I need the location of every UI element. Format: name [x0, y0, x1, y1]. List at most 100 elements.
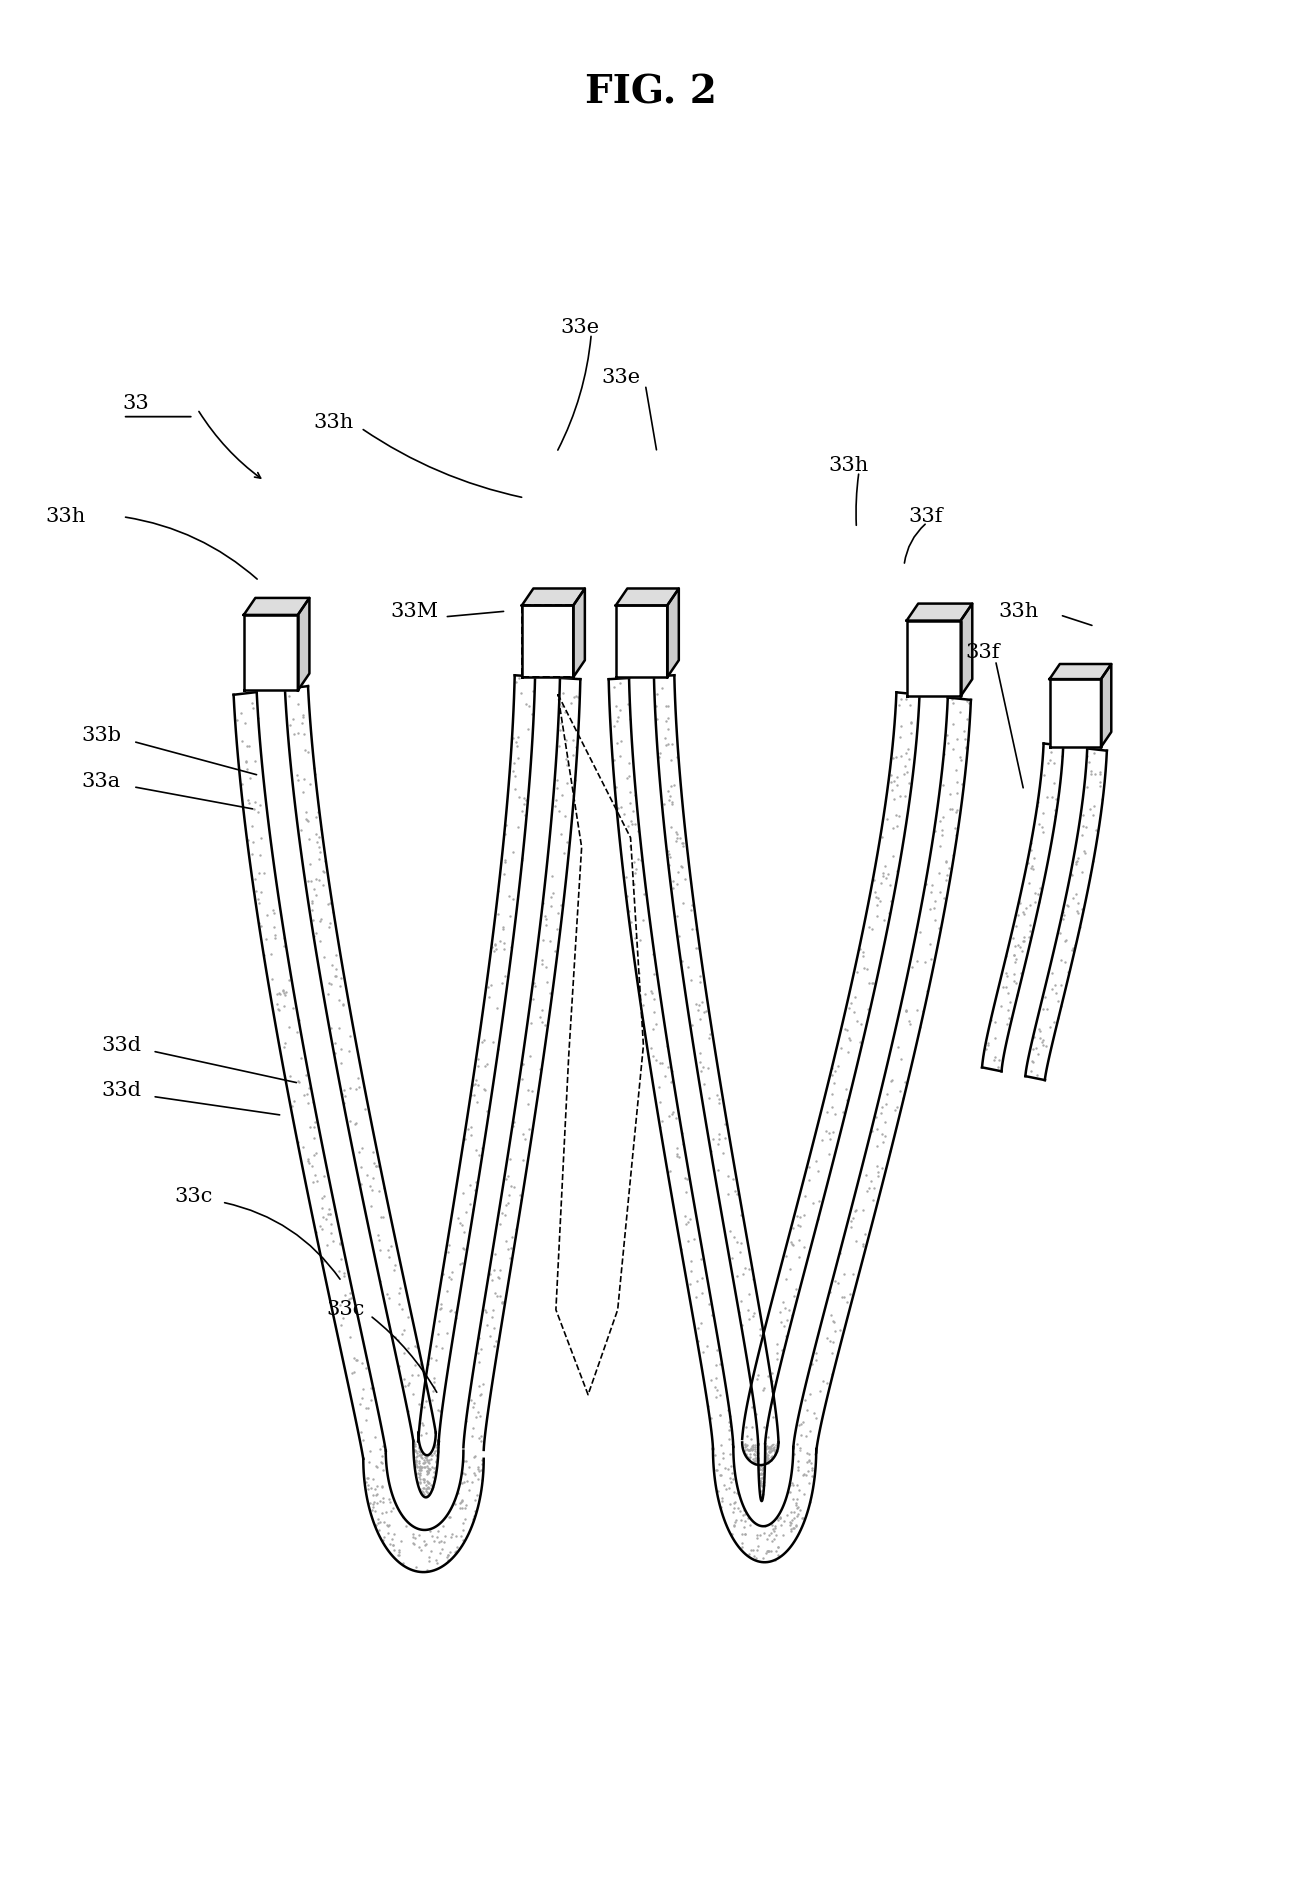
Point — [787, 1428, 808, 1459]
Point — [332, 1078, 353, 1109]
Point — [658, 1101, 679, 1132]
Point — [507, 742, 528, 772]
Point — [490, 926, 511, 957]
Point — [735, 1430, 756, 1461]
Point — [701, 1366, 722, 1396]
Point — [522, 1077, 543, 1107]
Point — [317, 1198, 338, 1229]
Point — [705, 1362, 726, 1392]
Point — [567, 681, 588, 711]
Point — [1033, 995, 1054, 1025]
Point — [959, 689, 980, 719]
Point — [755, 1432, 775, 1463]
Point — [748, 1451, 769, 1482]
Point — [466, 1166, 487, 1196]
Point — [669, 921, 690, 951]
Point — [861, 915, 882, 945]
Point — [710, 1493, 731, 1524]
Point — [462, 1421, 483, 1451]
Point — [405, 1436, 425, 1466]
Point — [925, 886, 946, 917]
Text: 33e: 33e — [601, 367, 640, 386]
Point — [503, 757, 524, 787]
Point — [441, 1263, 462, 1293]
Text: 33a: 33a — [82, 772, 121, 791]
Point — [1046, 784, 1067, 814]
Point — [654, 1061, 675, 1092]
Point — [792, 1459, 813, 1489]
Polygon shape — [363, 1432, 484, 1573]
Point — [886, 763, 907, 793]
Point — [749, 1466, 770, 1497]
Polygon shape — [522, 605, 574, 677]
Point — [262, 964, 282, 995]
Point — [760, 1436, 781, 1466]
Point — [799, 1166, 820, 1196]
Point — [308, 822, 329, 852]
Point — [356, 1160, 377, 1191]
Point — [605, 772, 626, 803]
Point — [458, 1113, 479, 1143]
Point — [310, 905, 330, 936]
Point — [749, 1409, 770, 1440]
Point — [412, 1476, 433, 1506]
Point — [881, 759, 902, 789]
Point — [481, 1265, 502, 1295]
Point — [288, 761, 308, 791]
Point — [898, 734, 919, 765]
Point — [751, 1468, 771, 1499]
Point — [513, 1145, 533, 1175]
Point — [799, 1438, 820, 1468]
Point — [467, 1044, 488, 1075]
Point — [610, 668, 631, 698]
Point — [743, 1377, 764, 1407]
Point — [758, 1520, 779, 1550]
Point — [760, 1434, 781, 1465]
Point — [464, 1485, 485, 1516]
Point — [466, 1065, 487, 1096]
Point — [422, 1522, 442, 1552]
Point — [804, 1398, 825, 1428]
Point — [752, 1453, 773, 1484]
Point — [751, 1520, 771, 1550]
Point — [419, 1453, 440, 1484]
Point — [437, 1544, 458, 1575]
Point — [329, 970, 350, 1000]
Point — [1032, 1027, 1053, 1058]
Point — [480, 970, 501, 1000]
Polygon shape — [742, 692, 971, 1453]
Point — [749, 1453, 770, 1484]
Point — [416, 1444, 437, 1474]
Point — [367, 1151, 388, 1181]
Point — [314, 1181, 334, 1212]
Point — [709, 1118, 730, 1149]
Point — [709, 1084, 730, 1115]
Point — [886, 742, 907, 772]
Point — [416, 1455, 437, 1485]
Point — [414, 1529, 435, 1560]
Point — [363, 1137, 384, 1168]
Point — [749, 1383, 770, 1413]
Point — [419, 1446, 440, 1476]
Point — [420, 1440, 441, 1470]
Point — [977, 1029, 998, 1059]
Point — [608, 702, 628, 732]
Point — [468, 1069, 489, 1099]
Point — [762, 1402, 783, 1432]
Point — [747, 1535, 768, 1565]
Point — [738, 1434, 758, 1465]
Point — [362, 1465, 382, 1495]
Point — [455, 1504, 476, 1535]
Point — [286, 1016, 307, 1046]
Point — [753, 1453, 774, 1484]
Point — [418, 1472, 438, 1503]
Point — [660, 782, 680, 812]
Point — [817, 1368, 838, 1398]
Point — [306, 917, 327, 947]
Point — [840, 989, 861, 1019]
Point — [857, 1175, 878, 1206]
Point — [423, 1457, 444, 1487]
Point — [410, 1463, 431, 1493]
Point — [304, 1124, 325, 1155]
Point — [794, 1231, 814, 1261]
